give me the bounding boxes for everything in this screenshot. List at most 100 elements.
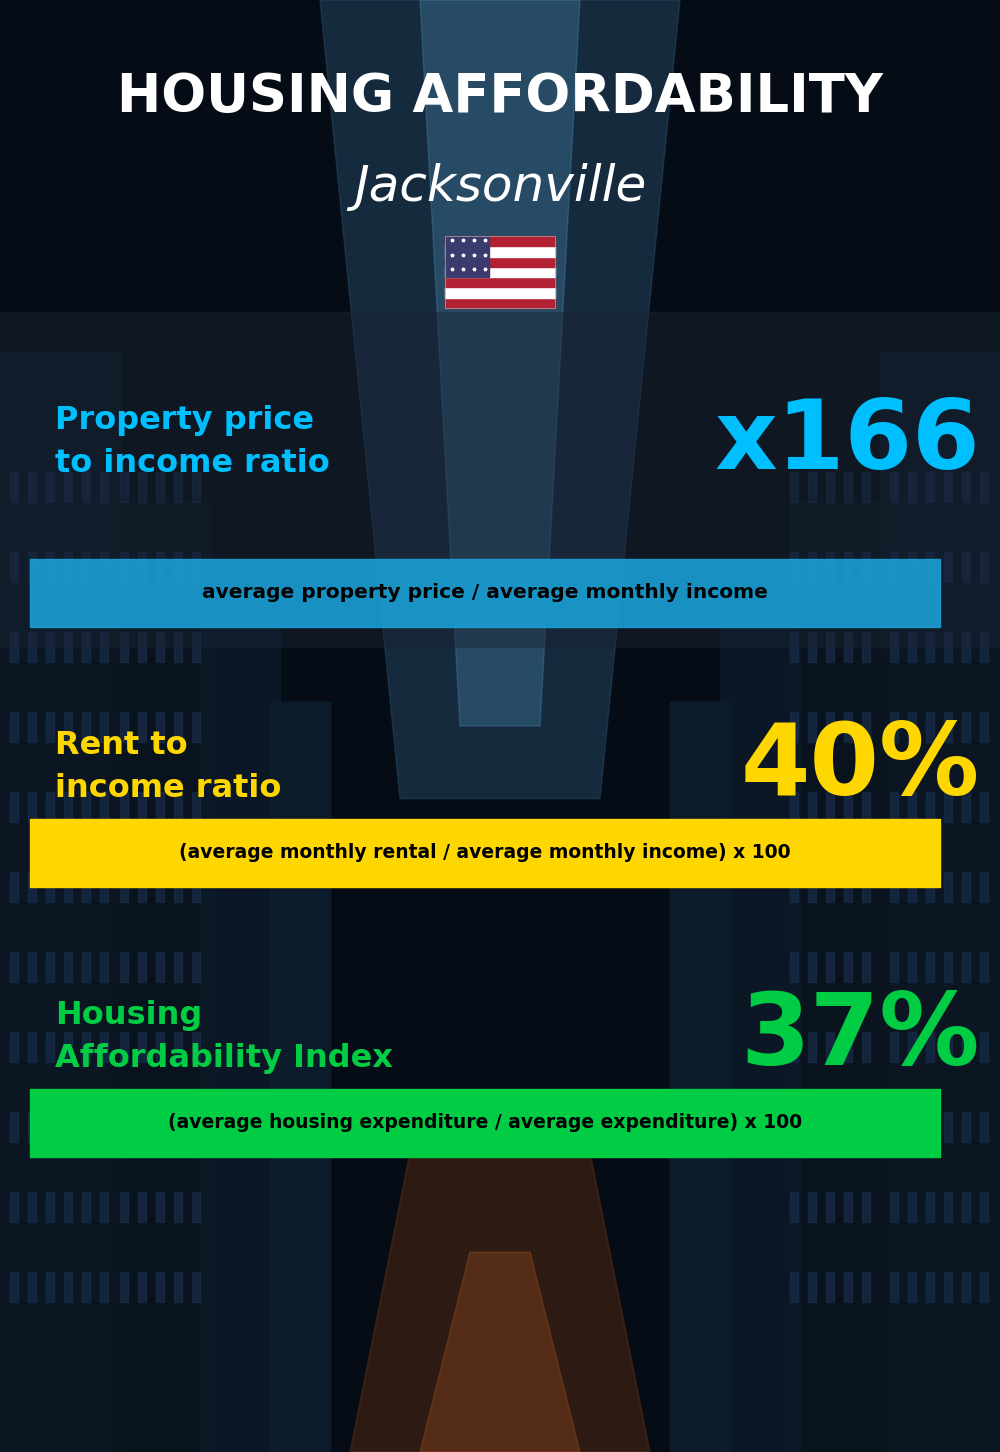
Bar xyxy=(138,711,146,742)
Bar xyxy=(844,632,852,662)
Bar xyxy=(908,953,916,982)
Bar xyxy=(445,277,555,287)
Bar xyxy=(82,711,90,742)
Bar xyxy=(808,1192,816,1223)
Bar xyxy=(720,603,800,1452)
Bar xyxy=(46,632,54,662)
Bar xyxy=(944,1032,952,1061)
Bar xyxy=(926,1032,934,1061)
Bar xyxy=(962,472,970,502)
Bar xyxy=(174,1112,182,1143)
Bar xyxy=(962,1272,970,1302)
Bar xyxy=(980,472,988,502)
Bar xyxy=(944,791,952,822)
Bar xyxy=(138,1192,146,1223)
Bar xyxy=(862,873,870,902)
Bar xyxy=(10,873,18,902)
Bar xyxy=(890,873,898,902)
Bar xyxy=(82,472,90,502)
Bar xyxy=(908,1272,916,1302)
Bar xyxy=(890,1032,898,1061)
Bar xyxy=(445,257,555,267)
Bar xyxy=(790,552,798,582)
Text: average property price / average monthly income: average property price / average monthly… xyxy=(202,584,768,603)
Text: 40%: 40% xyxy=(741,719,980,816)
Bar xyxy=(46,953,54,982)
Bar xyxy=(445,267,555,277)
Bar xyxy=(82,791,90,822)
Bar xyxy=(28,1032,36,1061)
Bar xyxy=(926,873,934,902)
Bar xyxy=(64,1032,72,1061)
Bar xyxy=(880,351,1000,1452)
Bar xyxy=(790,953,798,982)
Bar xyxy=(28,1112,36,1143)
Bar xyxy=(826,873,834,902)
Bar xyxy=(46,1192,54,1223)
Bar xyxy=(64,1192,72,1223)
Bar xyxy=(944,632,952,662)
Bar xyxy=(120,1112,128,1143)
Bar xyxy=(10,472,18,502)
Bar xyxy=(192,791,200,822)
Bar xyxy=(808,1272,816,1302)
Text: (average housing expenditure / average expenditure) x 100: (average housing expenditure / average e… xyxy=(168,1114,802,1133)
Bar xyxy=(64,1112,72,1143)
Bar xyxy=(64,873,72,902)
Bar xyxy=(100,1192,108,1223)
Bar xyxy=(926,632,934,662)
Polygon shape xyxy=(350,1102,650,1452)
Bar xyxy=(192,1272,200,1302)
Bar xyxy=(980,1192,988,1223)
Bar xyxy=(28,632,36,662)
Bar xyxy=(46,1112,54,1143)
Bar xyxy=(862,632,870,662)
Bar xyxy=(82,1192,90,1223)
Polygon shape xyxy=(420,0,580,726)
Bar xyxy=(890,953,898,982)
Bar xyxy=(790,1272,798,1302)
Bar xyxy=(908,873,916,902)
Bar xyxy=(64,1272,72,1302)
Bar xyxy=(28,1192,36,1223)
Bar xyxy=(82,1032,90,1061)
Bar xyxy=(82,953,90,982)
Bar xyxy=(962,873,970,902)
Bar xyxy=(82,873,90,902)
Bar xyxy=(790,502,890,1452)
Bar xyxy=(10,1112,18,1143)
Bar xyxy=(100,1272,108,1302)
Bar xyxy=(0,312,1000,648)
Bar xyxy=(790,632,798,662)
Bar xyxy=(844,711,852,742)
Bar xyxy=(962,1112,970,1143)
Bar xyxy=(100,1112,108,1143)
Bar xyxy=(100,873,108,902)
Bar xyxy=(0,351,120,1452)
Bar xyxy=(980,552,988,582)
Bar xyxy=(192,711,200,742)
Bar xyxy=(826,953,834,982)
Bar xyxy=(944,711,952,742)
Bar xyxy=(120,953,128,982)
Bar xyxy=(926,1112,934,1143)
Bar xyxy=(670,701,730,1452)
Bar xyxy=(156,1192,164,1223)
Bar xyxy=(908,1192,916,1223)
Bar xyxy=(120,711,128,742)
Bar xyxy=(174,472,182,502)
Bar xyxy=(926,711,934,742)
Bar xyxy=(138,632,146,662)
Bar xyxy=(808,1112,816,1143)
Bar xyxy=(156,1032,164,1061)
Bar xyxy=(10,1192,18,1223)
Bar xyxy=(862,791,870,822)
Bar xyxy=(962,953,970,982)
Bar xyxy=(156,711,164,742)
Bar xyxy=(138,873,146,902)
Text: x166: x166 xyxy=(714,395,980,488)
Bar xyxy=(82,632,90,662)
Bar xyxy=(82,552,90,582)
Bar xyxy=(862,953,870,982)
Bar xyxy=(156,873,164,902)
